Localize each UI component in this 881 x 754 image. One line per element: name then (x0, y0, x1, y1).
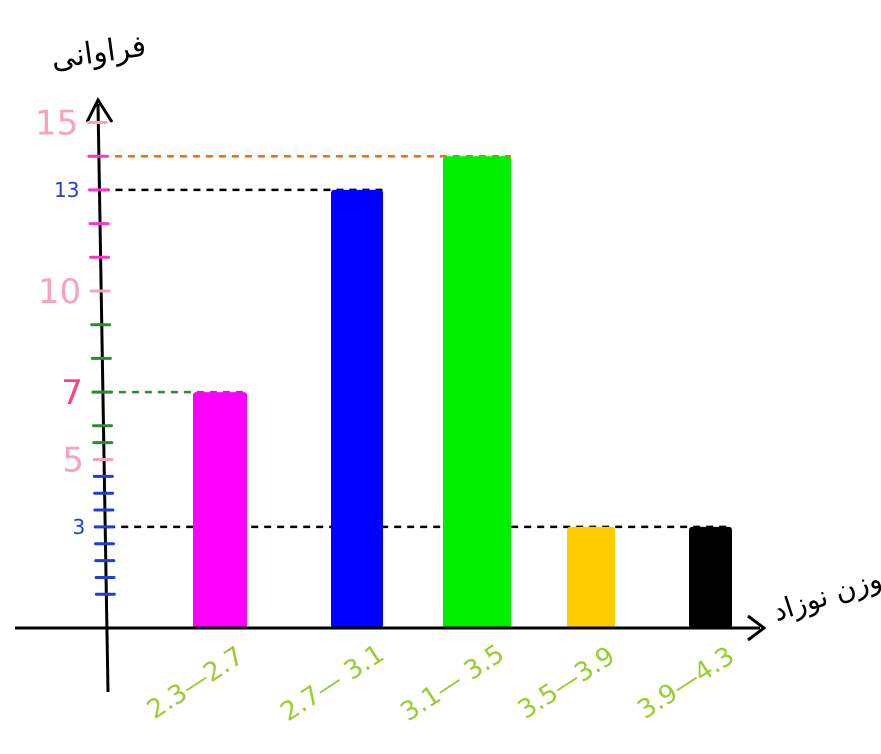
y-tick-labels: 3 5 7 10 13 15 (35, 104, 85, 539)
y-tick-label-7: 7 (61, 373, 83, 413)
y-axis-label: فراوانی (49, 29, 148, 77)
bar-3 (443, 156, 511, 628)
y-tick-label-3: 3 (72, 515, 85, 539)
category-label-2: 2.7— 3.1 (275, 639, 389, 728)
axes (15, 96, 767, 693)
category-labels: 2.3—2.7 2.7— 3.1 3.1— 3.5 3.5—3.9 3.9—4.3 (142, 639, 740, 728)
y-axis (96, 103, 110, 693)
y-tick-label-5: 5 (62, 441, 84, 481)
category-label-5: 3.9—4.3 (632, 641, 740, 725)
bar-2 (331, 189, 383, 628)
y-ticks (86, 121, 116, 596)
y-axis-arrow (85, 96, 114, 123)
bar-5 (689, 526, 732, 628)
bar-4 (567, 526, 615, 628)
category-label-3: 3.1— 3.5 (395, 639, 509, 728)
reference-lines (88, 154, 732, 529)
bars (193, 156, 732, 628)
y-tick-label-13: 13 (54, 178, 79, 202)
bar-1 (193, 392, 247, 628)
y-tick-label-10: 10 (38, 272, 81, 312)
y-tick-label-15: 15 (35, 104, 78, 144)
x-axis-arrow (747, 614, 767, 642)
x-axis-label: وزن نوزاد (768, 562, 881, 628)
category-label-1: 2.3—2.7 (142, 641, 250, 725)
category-label-4: 3.5—3.9 (513, 641, 621, 725)
